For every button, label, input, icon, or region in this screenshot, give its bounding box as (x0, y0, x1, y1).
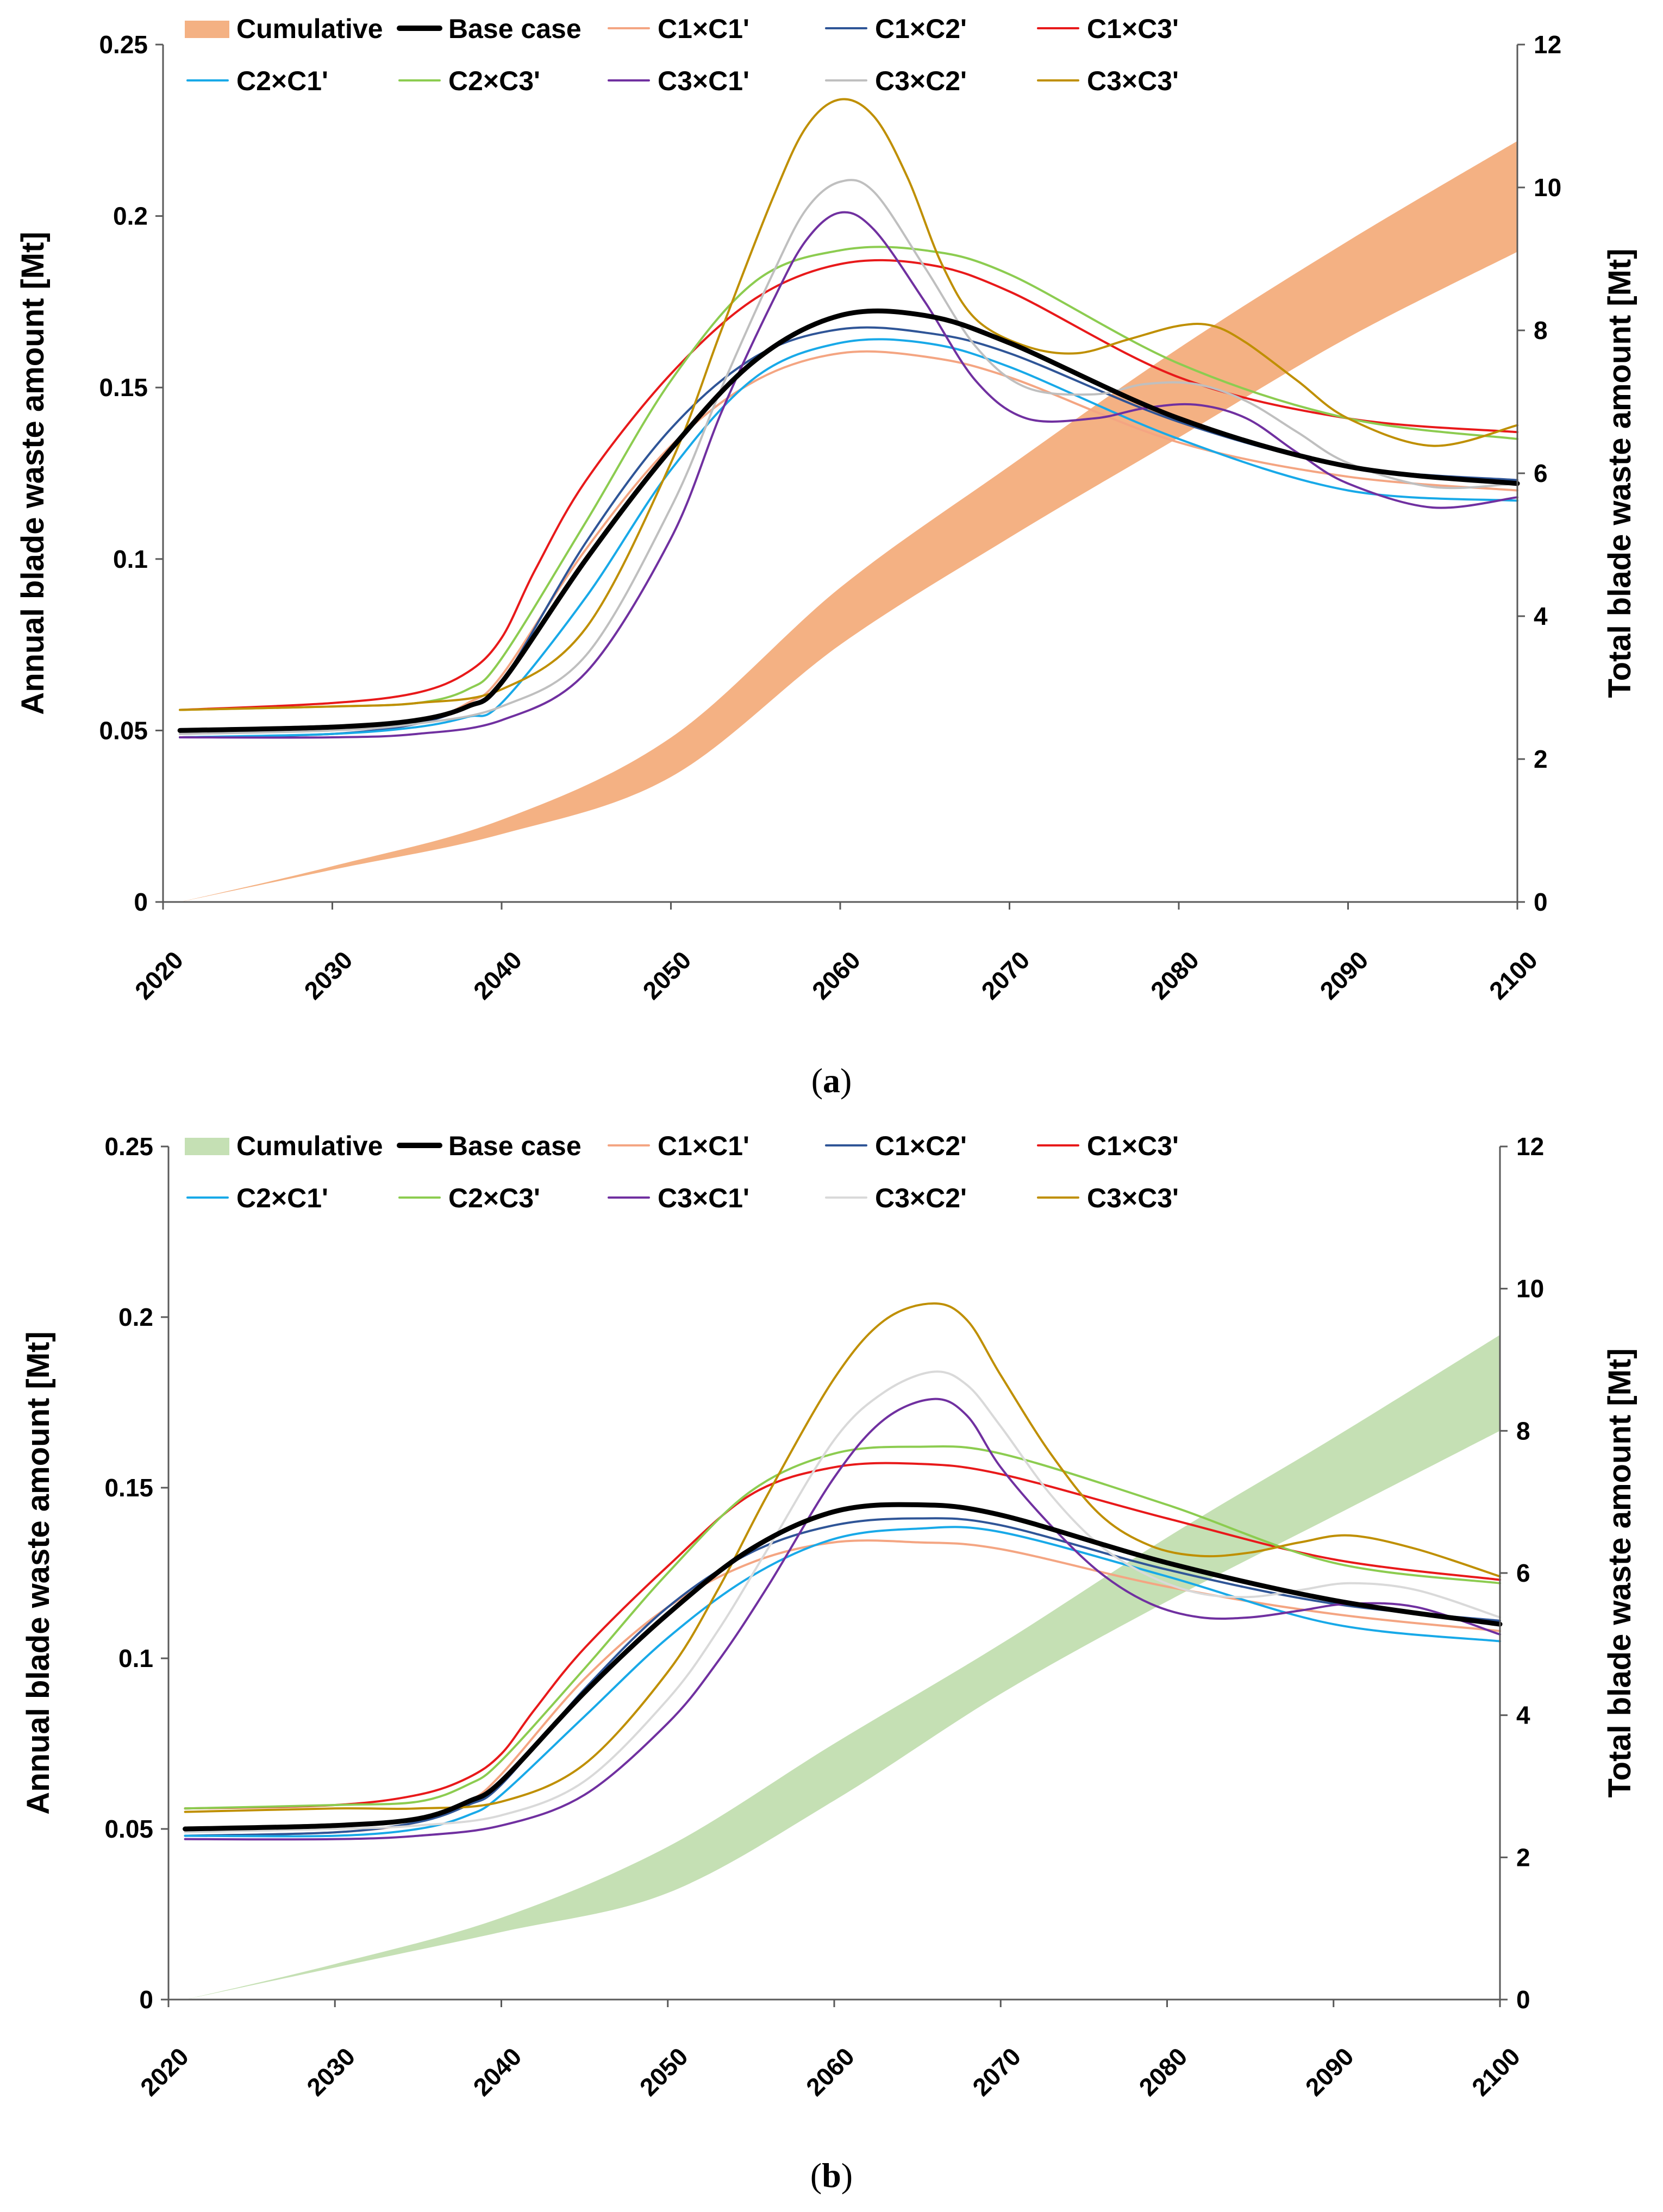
legend-label-c3xc3p: C3×C3' (1087, 66, 1179, 96)
y-left-tick-label: 0.25 (104, 1132, 153, 1161)
legend-label-c2xc1p: C2×C1' (236, 1183, 328, 1213)
legend-label-c2xc3p: C2×C3' (448, 1183, 540, 1213)
series-line-base-case (177, 308, 1520, 733)
legend-label-base-case: Base case (448, 14, 582, 44)
caption-letter: b (822, 2156, 841, 2195)
caption-letter: a (823, 1061, 840, 1100)
legend-swatch-cumulative (185, 21, 229, 38)
y-right-tick-label: 0 (1534, 888, 1548, 916)
legend-label-c1xc1p: C1×C1' (658, 1131, 749, 1161)
series-line-c3xc2p (184, 1370, 1501, 1834)
y-right-tick-label: 12 (1516, 1132, 1544, 1161)
series-line-c1xc3p (179, 259, 1518, 711)
y-right-tick-label: 2 (1534, 745, 1548, 773)
caption-close-paren: ) (840, 1061, 852, 1100)
legend-swatch-cumulative (185, 1138, 229, 1155)
caption-open-paren: ( (811, 1061, 823, 1100)
y-left-tick-label: 0.15 (99, 373, 148, 402)
y-left-axis-title: Annual blade waste amount [Mt] (21, 1331, 56, 1814)
series-line-c2xc1p (179, 338, 1518, 738)
y-right-tick-label: 10 (1534, 173, 1561, 202)
y-right-tick-label: 4 (1534, 602, 1548, 630)
caption-close-paren: ) (841, 2156, 853, 2195)
legend-label-cumulative: Cumulative (236, 1131, 383, 1161)
series-line-c3xc3p (184, 1302, 1501, 1813)
y-left-tick-label: 0.2 (118, 1303, 153, 1331)
caption-open-paren: ( (810, 2156, 822, 2195)
legend-label-c1xc1p: C1×C1' (658, 14, 749, 44)
legend-label-c1xc2p: C1×C2' (875, 14, 967, 44)
y-right-tick-label: 0 (1516, 1985, 1530, 2014)
panel-caption: (a) (811, 1061, 852, 1100)
y-right-tick-label: 8 (1516, 1417, 1530, 1445)
series-line-base-case (183, 1502, 1503, 1832)
y-right-tick-label: 4 (1516, 1701, 1530, 1730)
y-right-axis-title: Total blade waste amount [Mt] (1602, 248, 1637, 698)
legend-label-c2xc1p: C2×C1' (236, 66, 328, 96)
y-right-tick-label: 2 (1516, 1843, 1530, 1871)
legend-label-c3xc1p: C3×C1' (658, 1183, 749, 1213)
y-right-axis-title: Total blade waste amount [Mt] (1602, 1348, 1637, 1797)
y-right-tick-label: 12 (1534, 30, 1561, 59)
legend-label-c3xc3p: C3×C3' (1087, 1183, 1179, 1213)
series-line-c3xc1p (184, 1398, 1501, 1841)
y-left-tick-label: 0.1 (113, 545, 148, 573)
legend-label-cumulative: Cumulative (236, 14, 383, 44)
y-left-tick-label: 0 (134, 888, 148, 916)
legend-label-c3xc2p: C3×C2' (875, 1183, 967, 1213)
y-right-tick-label: 10 (1516, 1275, 1544, 1303)
y-left-axis-title: Annual blade waste amount [Mt] (15, 231, 51, 715)
legend-label-base-case: Base case (448, 1131, 582, 1161)
series-line-c2xc3p (184, 1445, 1501, 1810)
series-line-c3xc3p (179, 98, 1518, 711)
legend-label-c1xc3p: C1×C3' (1087, 1131, 1179, 1161)
y-left-tick-label: 0.25 (99, 30, 148, 59)
y-right-tick-label: 8 (1534, 316, 1548, 344)
y-left-tick-label: 0.05 (99, 716, 148, 744)
legend-label-c2xc3p: C2×C3' (448, 66, 540, 96)
y-left-tick-label: 0.2 (113, 202, 148, 230)
series-line-c3xc1p (179, 211, 1518, 739)
legend-label-c1xc3p: C1×C3' (1087, 14, 1179, 44)
panel-caption: (b) (810, 2156, 853, 2195)
y-left-tick-label: 0 (139, 1985, 153, 2014)
legend-label-c3xc2p: C3×C2' (875, 66, 967, 96)
series-line-c3xc2p (179, 179, 1518, 735)
y-right-tick-label: 6 (1534, 459, 1548, 487)
y-left-tick-label: 0.05 (104, 1815, 153, 1843)
y-left-tick-label: 0.1 (118, 1644, 153, 1672)
series-line-c2xc3p (179, 246, 1518, 711)
legend-label-c3xc1p: C3×C1' (658, 66, 749, 96)
y-right-tick-label: 6 (1516, 1559, 1530, 1587)
legend-label-c1xc2p: C1×C2' (875, 1131, 967, 1161)
y-left-tick-label: 0.15 (104, 1474, 153, 1502)
